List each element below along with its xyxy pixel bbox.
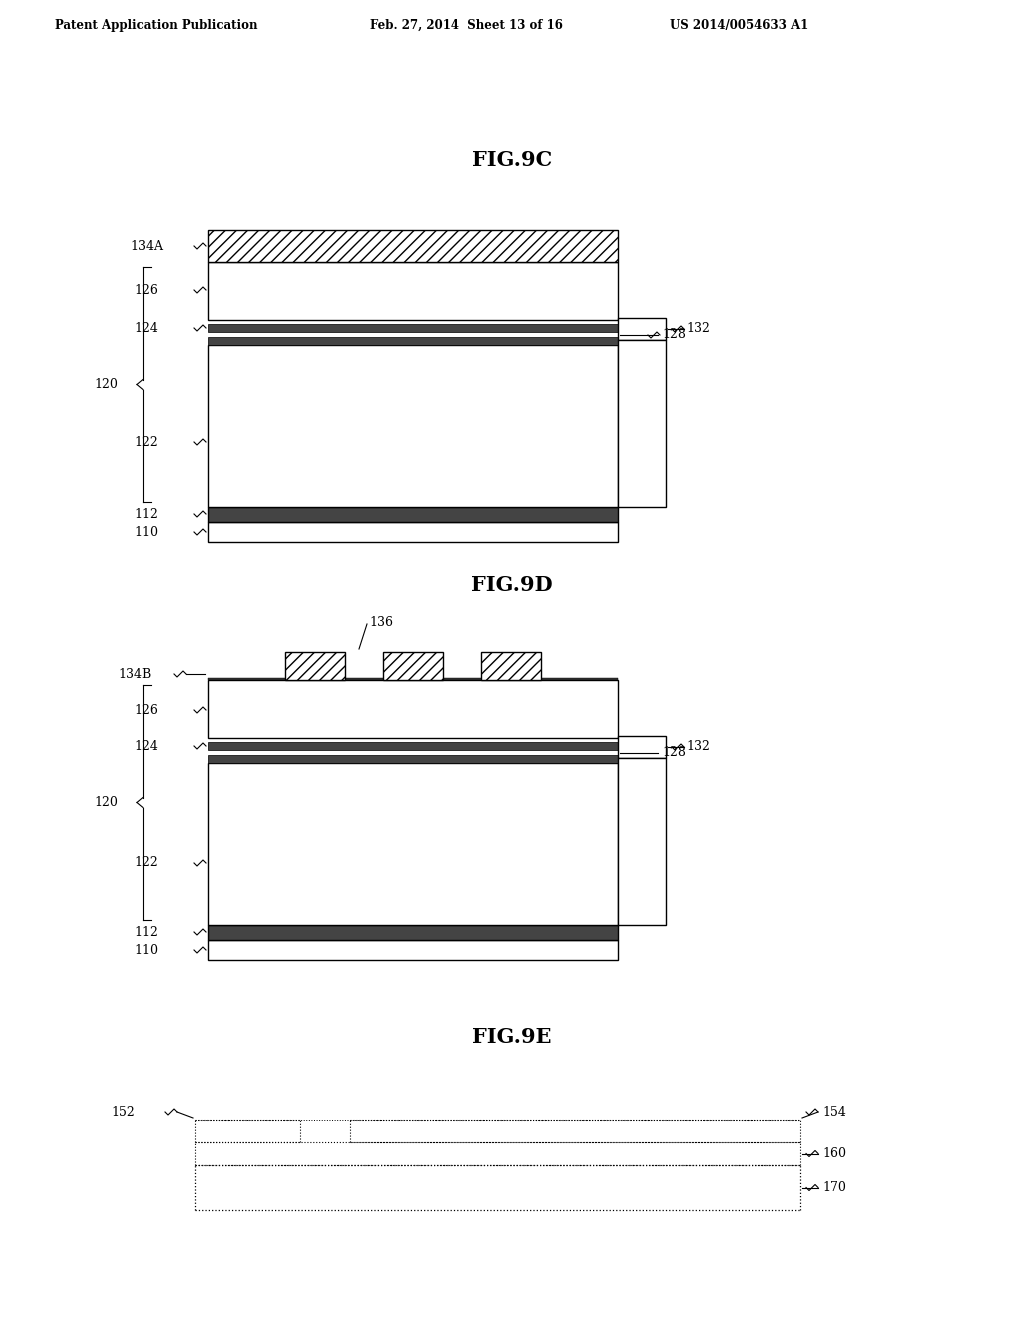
Bar bbox=[208, 261, 618, 319]
Text: 112: 112 bbox=[134, 507, 158, 520]
Bar bbox=[208, 742, 618, 750]
Bar bbox=[618, 341, 666, 507]
Text: US 2014/0054633 A1: US 2014/0054633 A1 bbox=[670, 18, 808, 32]
Bar bbox=[618, 318, 666, 341]
Text: 110: 110 bbox=[134, 944, 158, 957]
Text: 132: 132 bbox=[686, 322, 710, 335]
Text: 136: 136 bbox=[369, 615, 393, 628]
Text: Feb. 27, 2014  Sheet 13 of 16: Feb. 27, 2014 Sheet 13 of 16 bbox=[370, 18, 563, 32]
Text: 120: 120 bbox=[94, 796, 118, 809]
Text: 126: 126 bbox=[134, 284, 158, 297]
Bar bbox=[208, 680, 618, 738]
Text: 126: 126 bbox=[134, 704, 158, 717]
Text: 110: 110 bbox=[134, 525, 158, 539]
Bar bbox=[208, 230, 618, 261]
Text: 128: 128 bbox=[662, 329, 686, 342]
Text: 124: 124 bbox=[134, 322, 158, 334]
Bar bbox=[208, 940, 618, 960]
Bar bbox=[208, 323, 618, 333]
Bar bbox=[618, 737, 666, 758]
Bar bbox=[208, 755, 618, 763]
Text: 128: 128 bbox=[662, 747, 686, 759]
Text: 154: 154 bbox=[822, 1106, 846, 1118]
Text: 134A: 134A bbox=[130, 239, 163, 252]
Bar bbox=[208, 345, 618, 507]
Bar bbox=[208, 337, 618, 345]
Text: 132: 132 bbox=[686, 741, 710, 754]
Text: Patent Application Publication: Patent Application Publication bbox=[55, 18, 257, 32]
Bar bbox=[208, 763, 618, 925]
Text: 124: 124 bbox=[134, 739, 158, 752]
Text: 170: 170 bbox=[822, 1181, 846, 1195]
Bar bbox=[208, 521, 618, 543]
Text: 120: 120 bbox=[94, 378, 118, 391]
Text: 122: 122 bbox=[134, 857, 158, 870]
Bar bbox=[285, 652, 345, 680]
Bar bbox=[208, 925, 618, 940]
Text: 122: 122 bbox=[134, 436, 158, 449]
Bar bbox=[383, 652, 443, 680]
Bar bbox=[481, 652, 541, 680]
Text: 160: 160 bbox=[822, 1147, 846, 1160]
Text: 112: 112 bbox=[134, 925, 158, 939]
Bar bbox=[208, 678, 618, 680]
Bar bbox=[208, 507, 618, 521]
Text: 134B: 134B bbox=[118, 668, 152, 681]
Bar bbox=[618, 758, 666, 925]
Text: 152: 152 bbox=[112, 1106, 135, 1118]
Text: FIG.9D: FIG.9D bbox=[471, 576, 553, 595]
Text: FIG.9E: FIG.9E bbox=[472, 1027, 552, 1047]
Text: FIG.9C: FIG.9C bbox=[472, 150, 552, 170]
